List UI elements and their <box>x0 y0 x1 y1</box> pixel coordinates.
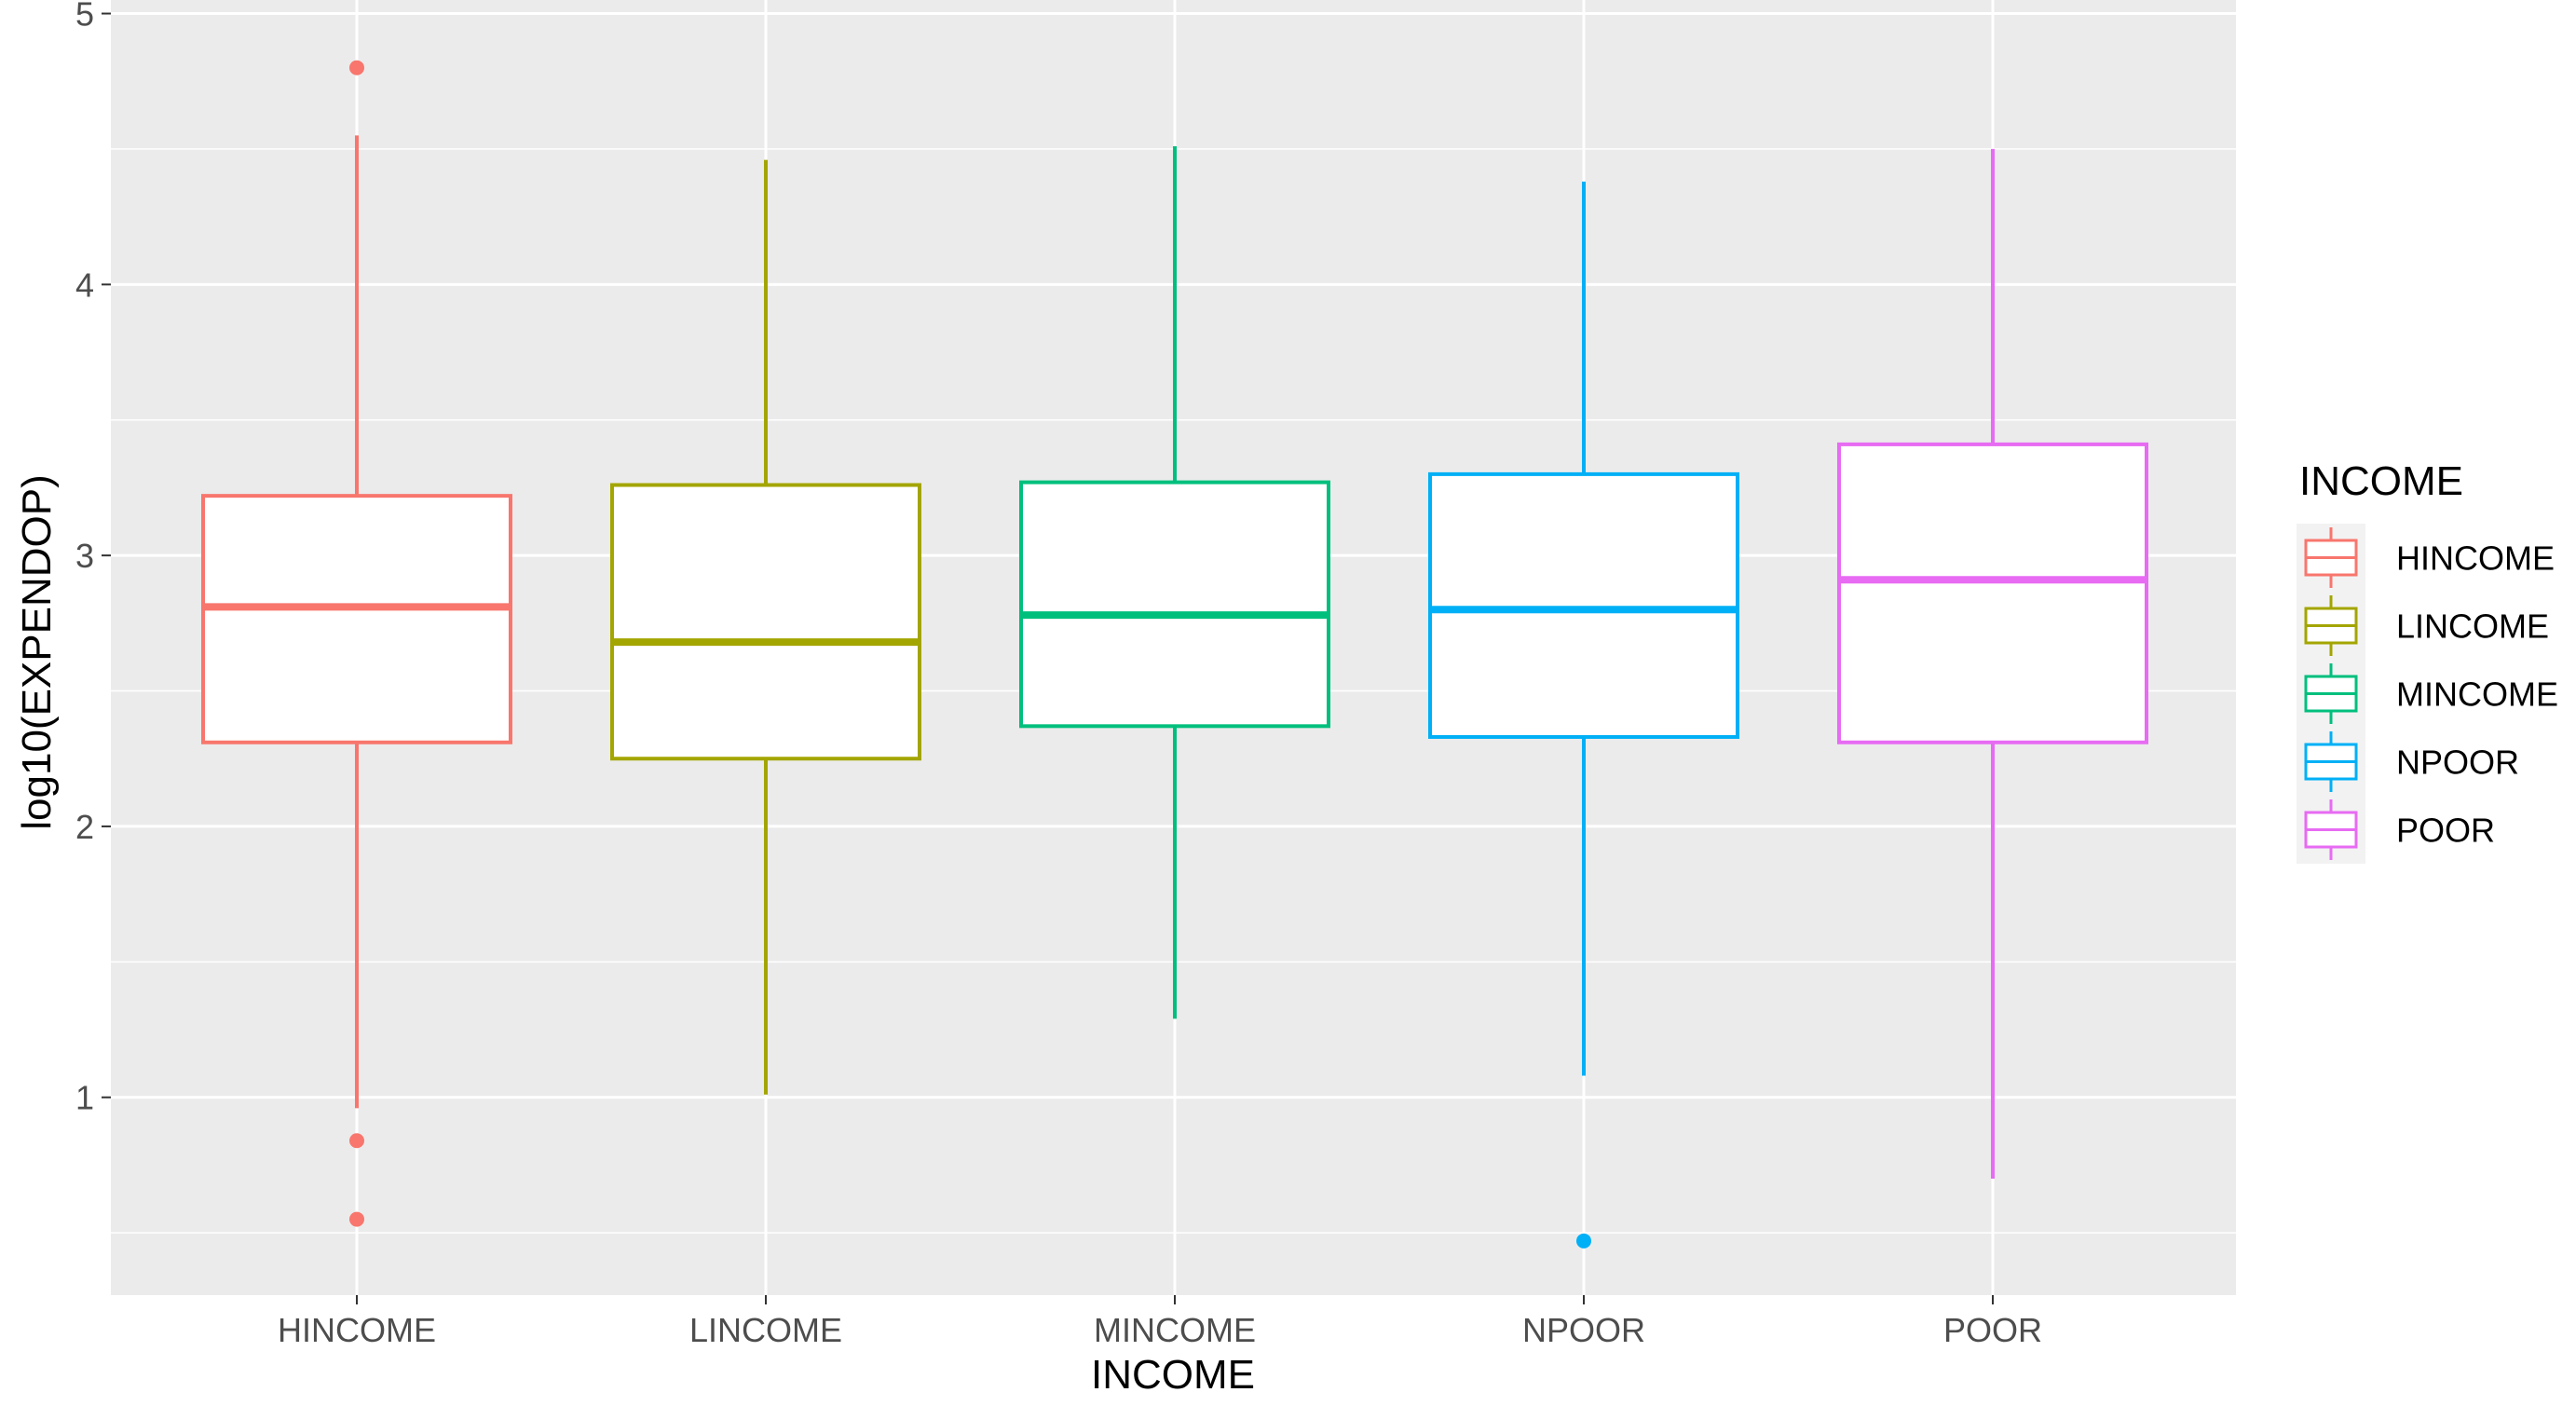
legend: HINCOME LINCOME MINCOME NPOOR POOR <box>2297 524 2558 864</box>
legend-label: POOR <box>2396 812 2495 850</box>
legend-label: HINCOME <box>2396 539 2555 578</box>
legend-item-npoor: NPOOR <box>2297 728 2519 796</box>
y-tick-label: 5 <box>75 0 94 34</box>
legend-item-lincome: LINCOME <box>2297 592 2549 660</box>
y-axis-ticks: 1 2 3 4 5 <box>75 0 111 1117</box>
y-tick-label: 1 <box>75 1079 94 1117</box>
legend-label: LINCOME <box>2396 607 2549 646</box>
iqr-box <box>610 483 921 761</box>
iqr-box <box>201 494 512 744</box>
box-hincome <box>201 60 512 1227</box>
x-tick-label: POOR <box>1943 1311 2042 1349</box>
legend-item-poor: POOR <box>2297 796 2495 864</box>
y-tick-label: 3 <box>75 537 94 575</box>
legend-label: MINCOME <box>2396 676 2558 714</box>
y-axis-title: log10(EXPENDOP) <box>14 474 60 829</box>
box-mincome <box>1019 146 1330 1019</box>
outlier-point <box>349 60 364 75</box>
iqr-box <box>1837 442 2148 744</box>
y-tick-label: 2 <box>75 808 94 846</box>
box-poor <box>1837 148 2148 1179</box>
outlier-point <box>1576 1233 1591 1249</box>
x-axis-ticks: HINCOME LINCOME MINCOME NPOOR POOR <box>278 1295 2042 1349</box>
x-axis-title: INCOME <box>1091 1352 1255 1398</box>
iqr-box <box>1428 471 1739 739</box>
legend-title: INCOME <box>2299 458 2463 504</box>
iqr-box <box>1019 480 1330 729</box>
x-tick-label: NPOOR <box>1522 1311 1645 1349</box>
y-tick-label: 4 <box>75 266 94 304</box>
legend-item-hincome: HINCOME <box>2297 524 2555 592</box>
x-tick-label: HINCOME <box>278 1311 436 1349</box>
box-npoor <box>1428 181 1739 1249</box>
x-tick-label: LINCOME <box>689 1311 842 1349</box>
x-tick-label: MINCOME <box>1094 1311 1256 1349</box>
outlier-point <box>349 1211 364 1227</box>
outlier-point <box>349 1133 364 1149</box>
box-series <box>201 60 2148 1249</box>
legend-label: NPOOR <box>2396 744 2519 782</box>
legend-item-mincome: MINCOME <box>2297 660 2558 728</box>
box-lincome <box>610 159 921 1095</box>
